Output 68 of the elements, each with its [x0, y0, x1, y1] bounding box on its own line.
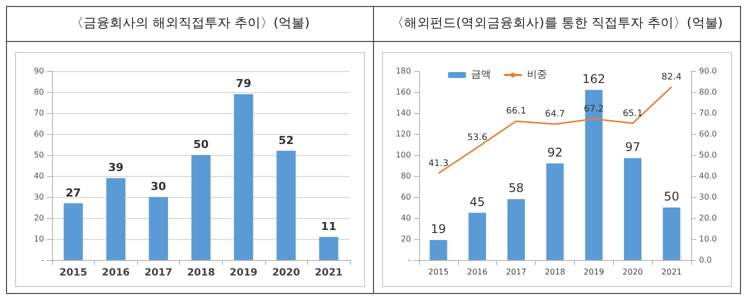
y-tick-label: 60 [400, 192, 411, 202]
y-tick-label: 20 [34, 214, 44, 222]
data-label: 97 [625, 140, 640, 154]
y-tick-label: 10 [34, 234, 44, 244]
y-tick-label: 90 [34, 66, 44, 76]
legend-label: 금액 [471, 70, 491, 80]
y-tick-label: 40 [400, 214, 411, 222]
data-label: 65.1 [622, 108, 643, 119]
y-tick-label: - [41, 256, 44, 264]
x-tick-label: 2018 [544, 268, 566, 276]
data-label: 53.6 [467, 132, 488, 143]
data-label: 52 [278, 134, 294, 147]
data-label: 27 [66, 186, 81, 200]
data-label: 162 [582, 72, 606, 86]
y-tick-label: 100 [396, 150, 411, 160]
data-label: 82.4 [662, 72, 682, 82]
y2-tick-label: 90.0 [699, 66, 717, 76]
chart-title: 〈해외펀드(역외금융회사)를 통한 직접투자 추이〉(억불) [374, 7, 740, 42]
y-tick-label: 30 [34, 192, 44, 202]
y-tick-label: 80 [400, 172, 411, 180]
y-tick-label: 60 [34, 130, 44, 138]
y2-tick-label: 50.0 [699, 150, 717, 160]
y2-tick-label: 30.0 [699, 192, 717, 202]
legend-label: 비중 [527, 70, 547, 80]
data-label: 11 [321, 220, 336, 233]
data-label: 64.7 [544, 110, 566, 120]
y-tick-label: 50 [34, 150, 44, 160]
data-label: 30 [150, 180, 166, 193]
y-tick-label: 140 [396, 108, 411, 118]
x-tick-label: 2015 [428, 268, 449, 276]
x-tick-label: 2020 [622, 268, 643, 276]
x-tick-label: 2018 [187, 268, 215, 278]
y-tick-label: 160 [396, 88, 411, 96]
data-label: 19 [430, 222, 446, 236]
x-tick-label: 2021 [314, 268, 343, 278]
x-tick-label: 2019 [230, 268, 258, 278]
y2-tick-label: 40.0 [699, 172, 717, 180]
y2-tick-label: 60.0 [699, 130, 717, 138]
data-label: 41.3 [428, 158, 448, 169]
y-tick-label: - [408, 256, 412, 264]
data-label: 45 [470, 194, 485, 209]
y-tick-label: 70 [34, 108, 44, 118]
x-tick-label: 2015 [59, 268, 88, 278]
x-tick-label: 2019 [584, 268, 604, 276]
y-tick-label: 20 [400, 234, 411, 244]
y2-tick-label: 10.0 [699, 234, 717, 244]
x-tick-label: 2021 [661, 268, 682, 276]
x-tick-label: 2016 [102, 268, 130, 278]
y2-tick-label: 70.0 [699, 108, 717, 118]
y2-tick-label: 20.0 [699, 214, 717, 222]
data-label: 50 [664, 190, 680, 204]
x-tick-label: 2017 [506, 268, 526, 276]
x-tick-label: 2016 [467, 268, 488, 276]
y-tick-label: 180 [396, 66, 411, 76]
data-label: 39 [108, 161, 124, 174]
y-tick-label: 120 [396, 130, 411, 138]
y2-tick-label: 0.0 [699, 256, 712, 264]
data-label: 58 [508, 181, 524, 196]
y-tick-label: 80 [34, 88, 44, 96]
data-label: 50 [193, 138, 209, 151]
chart-title: 〈금융회사의 해외직접투자 추이〉(억불) [7, 7, 373, 42]
data-label: 79 [236, 77, 252, 90]
x-tick-label: 2020 [272, 268, 300, 278]
y-tick-label: 40 [34, 172, 44, 180]
data-label: 92 [547, 145, 563, 160]
x-tick-label: 2017 [144, 268, 172, 278]
data-label: 66.1 [506, 106, 526, 117]
y2-tick-label: 80.0 [699, 88, 717, 96]
